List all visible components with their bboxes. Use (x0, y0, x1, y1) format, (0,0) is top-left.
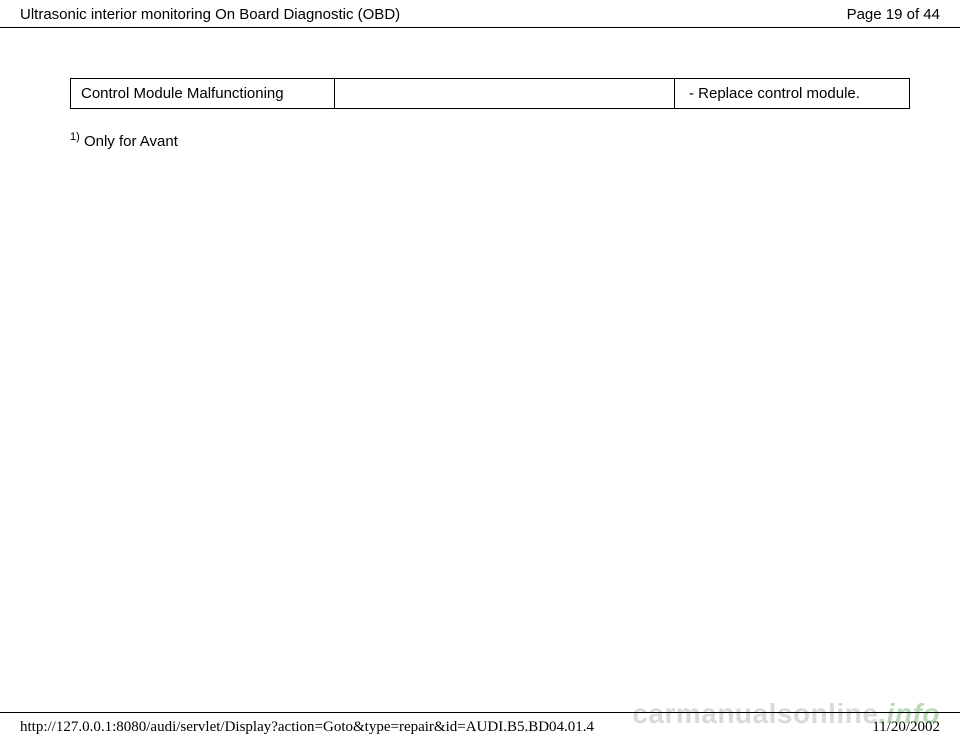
footnote: 1) Only for Avant (70, 131, 910, 150)
fault-description-cell: Control Module Malfunctioning (70, 79, 335, 108)
middle-cell (335, 79, 675, 108)
footnote-marker: 1) (70, 131, 80, 143)
diagnostic-table-row: Control Module Malfunctioning - Replace … (70, 78, 910, 109)
page-number: Page 19 of 44 (847, 6, 940, 23)
footer-url: http://127.0.0.1:8080/audi/servlet/Displ… (20, 719, 594, 736)
page-footer: http://127.0.0.1:8080/audi/servlet/Displ… (0, 712, 960, 736)
remedy-cell: - Replace control module. (675, 79, 910, 108)
header-title: Ultrasonic interior monitoring On Board … (20, 6, 400, 23)
page-header: Ultrasonic interior monitoring On Board … (0, 0, 960, 28)
page-content: Control Module Malfunctioning - Replace … (0, 28, 960, 150)
footer-date: 11/20/2002 (872, 719, 940, 736)
footnote-text: Only for Avant (80, 133, 178, 150)
